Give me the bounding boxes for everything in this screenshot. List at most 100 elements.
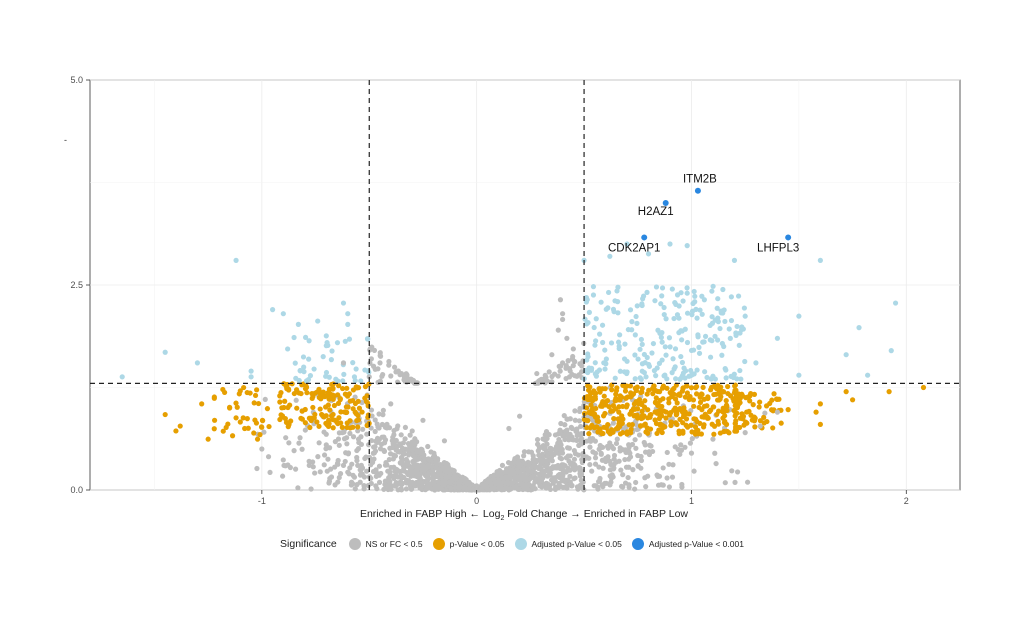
cloud-point — [421, 468, 427, 474]
cloud-point — [631, 401, 637, 407]
cloud-point — [664, 475, 670, 481]
cloud-point — [692, 299, 698, 305]
cloud-point — [729, 468, 735, 474]
cloud-point — [702, 333, 709, 339]
cloud-point — [286, 440, 292, 446]
cloud-point — [395, 487, 401, 493]
cloud-point — [690, 397, 697, 403]
y-tick-label: 0.0 — [70, 485, 83, 495]
legend-item-adj001: Adjusted p-Value < 0.001 — [631, 538, 744, 550]
cloud-point — [684, 310, 691, 316]
point-p — [162, 411, 168, 418]
legend-swatch — [348, 538, 361, 550]
cloud-point — [654, 365, 660, 371]
cloud-point — [382, 462, 389, 468]
cloud-point — [653, 395, 659, 401]
cloud-point — [543, 458, 550, 464]
cloud-point — [712, 450, 718, 456]
cloud-point — [553, 443, 560, 450]
cloud-point — [609, 427, 615, 433]
x-axis-label-part: Enriched in FABP High ← Log — [360, 508, 501, 520]
cloud-point — [565, 453, 571, 459]
cloud-point — [674, 411, 680, 417]
cloud-point — [705, 395, 711, 401]
cloud-point — [691, 288, 697, 295]
cloud-point — [586, 409, 592, 416]
cloud-point — [393, 437, 399, 444]
cloud-point — [586, 438, 592, 444]
cloud-point — [360, 426, 366, 432]
cloud-point — [660, 465, 666, 471]
cloud-point — [602, 366, 608, 372]
cloud-point — [622, 341, 628, 347]
point-ns — [398, 370, 405, 377]
cloud-point — [657, 330, 663, 336]
cloud-point — [707, 337, 713, 343]
cloud-point — [653, 284, 660, 290]
point-adj001 — [641, 234, 648, 241]
cloud-point — [590, 449, 596, 455]
cloud-point — [395, 467, 401, 474]
cloud-point — [365, 482, 371, 489]
cloud-point — [666, 461, 672, 467]
cloud-point — [629, 319, 635, 325]
cloud-point — [437, 461, 443, 468]
cloud-point — [610, 403, 617, 409]
legend-label: Adjusted p-Value < 0.05 — [531, 539, 622, 549]
cloud-point — [686, 411, 692, 417]
cloud-point — [696, 404, 702, 411]
cloud-point — [626, 442, 632, 448]
legend-swatch — [514, 538, 527, 550]
cloud-point — [616, 409, 622, 415]
cloud-point — [638, 457, 645, 464]
cloud-point — [536, 445, 543, 451]
cloud-point — [600, 484, 606, 490]
x-tick-label: 0 — [474, 496, 479, 506]
cloud-point — [241, 384, 247, 391]
cloud-point — [517, 481, 523, 488]
cloud-point — [690, 347, 697, 353]
cloud-point — [567, 473, 573, 479]
cloud-point — [636, 432, 643, 438]
cloud-point — [694, 315, 700, 321]
cloud-point — [704, 374, 710, 381]
cloud-point — [237, 388, 243, 394]
point-cloud — [211, 283, 784, 493]
cloud-point — [591, 389, 598, 395]
cloud-point — [339, 424, 345, 430]
point-ns — [517, 413, 523, 419]
cloud-point — [583, 299, 589, 305]
cloud-point — [603, 455, 609, 461]
cloud-point — [664, 449, 670, 456]
cloud-point — [362, 367, 368, 373]
cloud-point — [305, 376, 312, 383]
cloud-point — [616, 345, 622, 352]
point-ns — [306, 458, 312, 464]
cloud-point — [693, 385, 699, 391]
cloud-point — [650, 340, 657, 347]
cloud-point — [543, 485, 549, 491]
cloud-point — [615, 284, 621, 290]
data-points — [119, 187, 927, 492]
x-axis-label-part: Fold Change → Enriched in FABP Low — [504, 508, 688, 520]
cloud-point — [650, 448, 656, 455]
cloud-point — [304, 390, 310, 396]
cloud-point — [414, 380, 420, 386]
cloud-point — [718, 308, 724, 314]
cloud-point — [359, 409, 365, 415]
cloud-point — [708, 376, 714, 382]
cloud-point — [712, 317, 718, 323]
cloud-point — [639, 413, 645, 419]
cloud-point — [580, 451, 586, 457]
cloud-point — [694, 418, 700, 425]
cloud-point — [233, 400, 239, 406]
cloud-point — [732, 420, 738, 427]
point-p — [920, 384, 927, 391]
cloud-point — [722, 418, 728, 425]
cloud-point — [605, 445, 611, 451]
cloud-point — [552, 432, 559, 438]
cloud-point — [333, 376, 339, 382]
cloud-point — [542, 437, 549, 443]
cloud-point — [744, 409, 750, 415]
cloud-point — [637, 423, 644, 429]
